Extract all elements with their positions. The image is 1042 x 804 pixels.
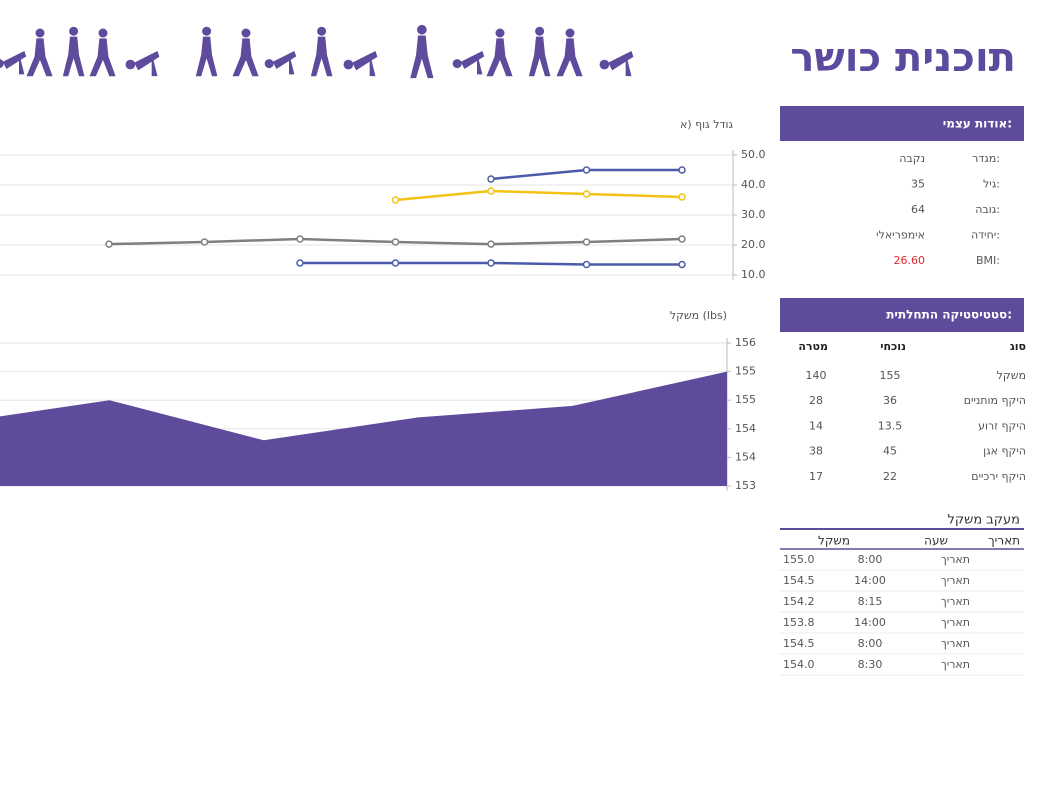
area <box>0 371 727 486</box>
section-header <box>780 298 1024 332</box>
row-label: מגדר: <box>972 152 1000 165</box>
data-point <box>582 166 591 174</box>
section-header <box>780 106 1024 141</box>
cell: 38 <box>809 445 823 458</box>
y-tick-label: 155 <box>735 365 756 378</box>
row-label: היקף ירכיים <box>971 470 1026 483</box>
cell: 17 <box>809 470 823 483</box>
data-point <box>582 190 591 198</box>
row-label: היקף זרוע <box>978 419 1026 432</box>
y-tick-label: 154 <box>735 450 756 463</box>
data-point <box>487 240 495 248</box>
row-value: נקבה <box>899 152 925 165</box>
cell: 45 <box>883 445 897 458</box>
data-point <box>487 259 495 267</box>
y-tick-label: 40.0 <box>741 178 766 191</box>
cell: 154.5 <box>783 637 815 650</box>
cell: 13.5 <box>878 419 903 432</box>
cell: 155.0 <box>783 553 815 566</box>
cell: 14 <box>809 419 823 432</box>
row-label: BMI: <box>976 254 1000 267</box>
cell: תאריך <box>941 658 970 671</box>
page-title: תוכנית כושר <box>790 35 1016 81</box>
data-point <box>105 240 113 248</box>
data-point <box>391 238 400 246</box>
column-header: מטרה <box>798 340 828 353</box>
data-point <box>296 259 304 267</box>
about-table: מגדר: נקבה גיל: 35 גובה: 64 יחידה: אימפריאלי BMI… <box>876 152 1000 267</box>
y-tick-label: 30.0 <box>741 208 766 221</box>
column-header: תאריך <box>988 534 1020 548</box>
column-header: שעה <box>924 534 948 548</box>
cell: תאריך <box>941 637 970 650</box>
cell: תאריך <box>941 616 970 629</box>
row-value: 26.60 <box>894 254 926 267</box>
cell: 8:00 <box>858 637 883 650</box>
silhouettes <box>0 24 634 79</box>
cell: 8:00 <box>858 553 883 566</box>
cell: 14:00 <box>854 574 886 587</box>
row-value: 35 <box>911 178 925 191</box>
section-title: סטטיסטיקה התחלתית: <box>886 308 1012 322</box>
chart-title: משקל (lbs) <box>670 309 727 322</box>
data-point <box>678 235 686 243</box>
data-point <box>582 238 591 246</box>
data-point <box>391 259 400 267</box>
data-point <box>296 235 304 243</box>
y-tick-label: 156 <box>735 336 756 349</box>
y-tick-label: 155 <box>735 393 756 406</box>
cell: 140 <box>806 369 827 382</box>
log-table: תאריך שעה משקל תאריך 8:00 155.0 תאריך 14:00 154.… <box>780 534 1024 676</box>
cell: 155 <box>880 369 901 382</box>
charts: גודל גוף (א 10.0 20.0 30.0 40.0 50.0 משקל (lbs… <box>0 118 766 492</box>
row-label: היקף אגן <box>983 445 1026 458</box>
data-point <box>678 260 686 269</box>
row-label: משקל <box>997 369 1026 382</box>
data-point <box>391 196 400 204</box>
chart-title: גודל גוף (א <box>680 118 733 131</box>
cell: 8:30 <box>858 658 883 671</box>
cell: תאריך <box>941 553 970 566</box>
row-label: יחידה: <box>971 229 1000 242</box>
cell: 154.5 <box>783 574 815 587</box>
y-tick-label: 20.0 <box>741 238 766 251</box>
row-value: 64 <box>911 203 925 216</box>
cell: 8:15 <box>858 595 883 608</box>
data-point <box>582 260 591 269</box>
column-header: נוכחי <box>880 340 906 353</box>
data-point <box>678 166 686 174</box>
column-header: משקל <box>818 534 850 548</box>
y-tick-label: 10.0 <box>741 268 766 281</box>
cell: תאריך <box>941 574 970 587</box>
data-point <box>487 175 495 183</box>
y-tick-label: 153 <box>735 479 756 492</box>
row-label: גיל: <box>983 178 1000 191</box>
row-label: היקף מותניים <box>964 394 1026 407</box>
series-line <box>395 189 683 202</box>
column-header: סוג <box>1010 340 1026 353</box>
cell: 36 <box>883 394 897 407</box>
cell: 153.8 <box>783 616 815 629</box>
cell: 154.2 <box>783 595 815 608</box>
log-title: מעקב משקל <box>948 513 1021 528</box>
row-value: אימפריאלי <box>876 229 925 242</box>
stats-table: סוג נוכחי מטרה משקל 155 140 היקף מותניים 36 28 הי… <box>798 340 1026 483</box>
cell: 154.0 <box>783 658 815 671</box>
y-tick-label: 50.0 <box>741 148 766 161</box>
section-title: אודות עצמי: <box>943 117 1012 131</box>
row-label: גובה: <box>975 203 1000 216</box>
cell: 22 <box>883 470 897 483</box>
data-point <box>487 187 495 195</box>
cell: 28 <box>809 394 823 407</box>
data-point <box>200 238 209 246</box>
cell: תאריך <box>941 595 970 608</box>
cell: 14:00 <box>854 616 886 629</box>
y-tick-label: 154 <box>735 422 756 435</box>
data-point <box>678 193 686 201</box>
